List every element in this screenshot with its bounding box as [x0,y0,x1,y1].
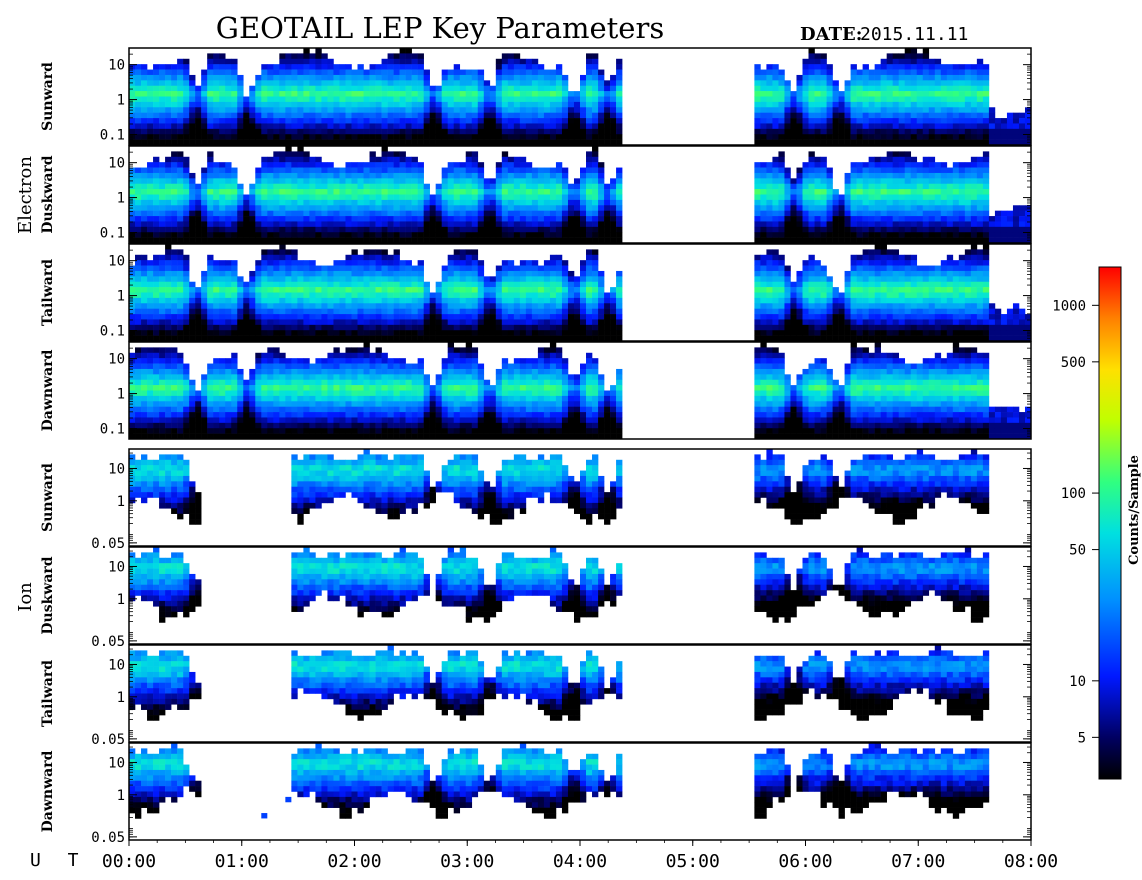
y-tick-label: 1 [117,494,125,510]
ion-panel-duskward: Duskward 10 1 0.05 [40,546,1032,650]
y-tick-label: 1 [117,387,125,403]
y-tick-label: 1 [117,592,125,608]
panel-label: Sunward [40,463,56,532]
y-tick-label: 0.1 [100,421,125,437]
y-tick-label: 1 [117,191,125,207]
panel-frame [128,341,1032,440]
y-tick-label: 1 [117,289,125,305]
spectrogram-panels: Sunward 10 1 0.1 Duskward 10 1 0.1 Tailward 10 1 0.… [40,47,1032,846]
y-tick-label: 0.05 [91,634,125,650]
time-tick-label: 01:00 [215,851,269,872]
y-tick-label: 0.1 [100,127,125,143]
y-tick-label: 0.05 [91,732,125,748]
panel-label: Tailward [40,660,56,727]
panel-frame [128,644,1032,743]
time-tick-label: 05:00 [666,851,720,872]
electron-panel-dawnward: Dawnward 10 1 0.1 [40,341,1032,440]
panel-label: Dawnward [40,349,56,431]
y-tick-label: 1 [117,93,125,109]
y-tick-label: 10 [108,58,125,74]
time-tick-label: 03:00 [440,851,494,872]
y-tick-label: 0.05 [91,536,125,552]
electron-panel-duskward: Duskward 10 1 0.1 [40,145,1032,244]
panel-frame [128,47,1032,146]
panel-frame [128,448,1032,547]
y-tick-label: 10 [108,156,125,172]
time-tick-label: 02:00 [327,851,381,872]
colorbar-tick-label: 100 [1061,486,1086,502]
colorbar-tick-label: 50 [1069,543,1086,559]
group-label-electron: Electron [15,156,36,234]
colorbar-tick-label: 5 [1078,730,1086,746]
colorbar-tick-label: 500 [1061,355,1086,371]
y-tick-label: 10 [108,254,125,270]
colorbar-tick-label: 1000 [1052,298,1086,314]
y-tick-label: 0.05 [91,830,125,846]
y-tick-label: 0.1 [100,225,125,241]
panel-label: Sunward [40,62,56,131]
figure-title: GEOTAIL LEP Key Parameters [216,11,664,45]
ion-panel-dawnward: Dawnward 10 1 0.05 [40,742,1032,846]
time-tick-label: 04:00 [553,851,607,872]
panel-label: Tailward [40,259,56,326]
date-value: 2015.11.11 [860,24,968,45]
date-label: DATE: [800,24,862,45]
time-tick-label: 07:00 [891,851,945,872]
y-tick-label: 1 [117,788,125,804]
ion-panel-sunward: Sunward 10 1 0.05 [40,448,1032,552]
time-tick-label: 06:00 [778,851,832,872]
electron-panel-tailward: Tailward 10 1 0.1 [40,243,1032,342]
y-tick-label: 1 [117,690,125,706]
time-axis-label: U T [30,850,87,871]
panel-label: Duskward [40,155,56,233]
y-tick-label: 10 [108,657,125,673]
colorbar-label: Counts/Sample [1127,455,1142,565]
colorbar [1098,266,1122,780]
panel-label: Duskward [40,556,56,634]
panel-frame [128,243,1032,342]
colorbar-tick-label: 10 [1069,674,1086,690]
group-label-ion: Ion [15,582,36,612]
ion-panel-tailward: Tailward 10 1 0.05 [40,644,1032,748]
y-tick-label: 10 [108,461,125,477]
y-tick-label: 10 [108,559,125,575]
time-tick-label: 08:00 [1004,851,1058,872]
panel-label: Dawnward [40,750,56,832]
y-tick-label: 10 [108,352,125,368]
y-tick-label: 10 [108,755,125,771]
electron-panel-sunward: Sunward 10 1 0.1 [40,47,1032,146]
time-axis-ticks: 00:00 01:00 02:00 03:00 04:00 05:00 06:00 07:00… [102,840,1058,872]
panel-frame [128,145,1032,244]
time-tick-label: 00:00 [102,851,156,872]
panel-frame [128,546,1032,645]
y-tick-label: 0.1 [100,323,125,339]
colorbar-ticks: 1000 500 100 50 10 5 [1052,298,1099,746]
